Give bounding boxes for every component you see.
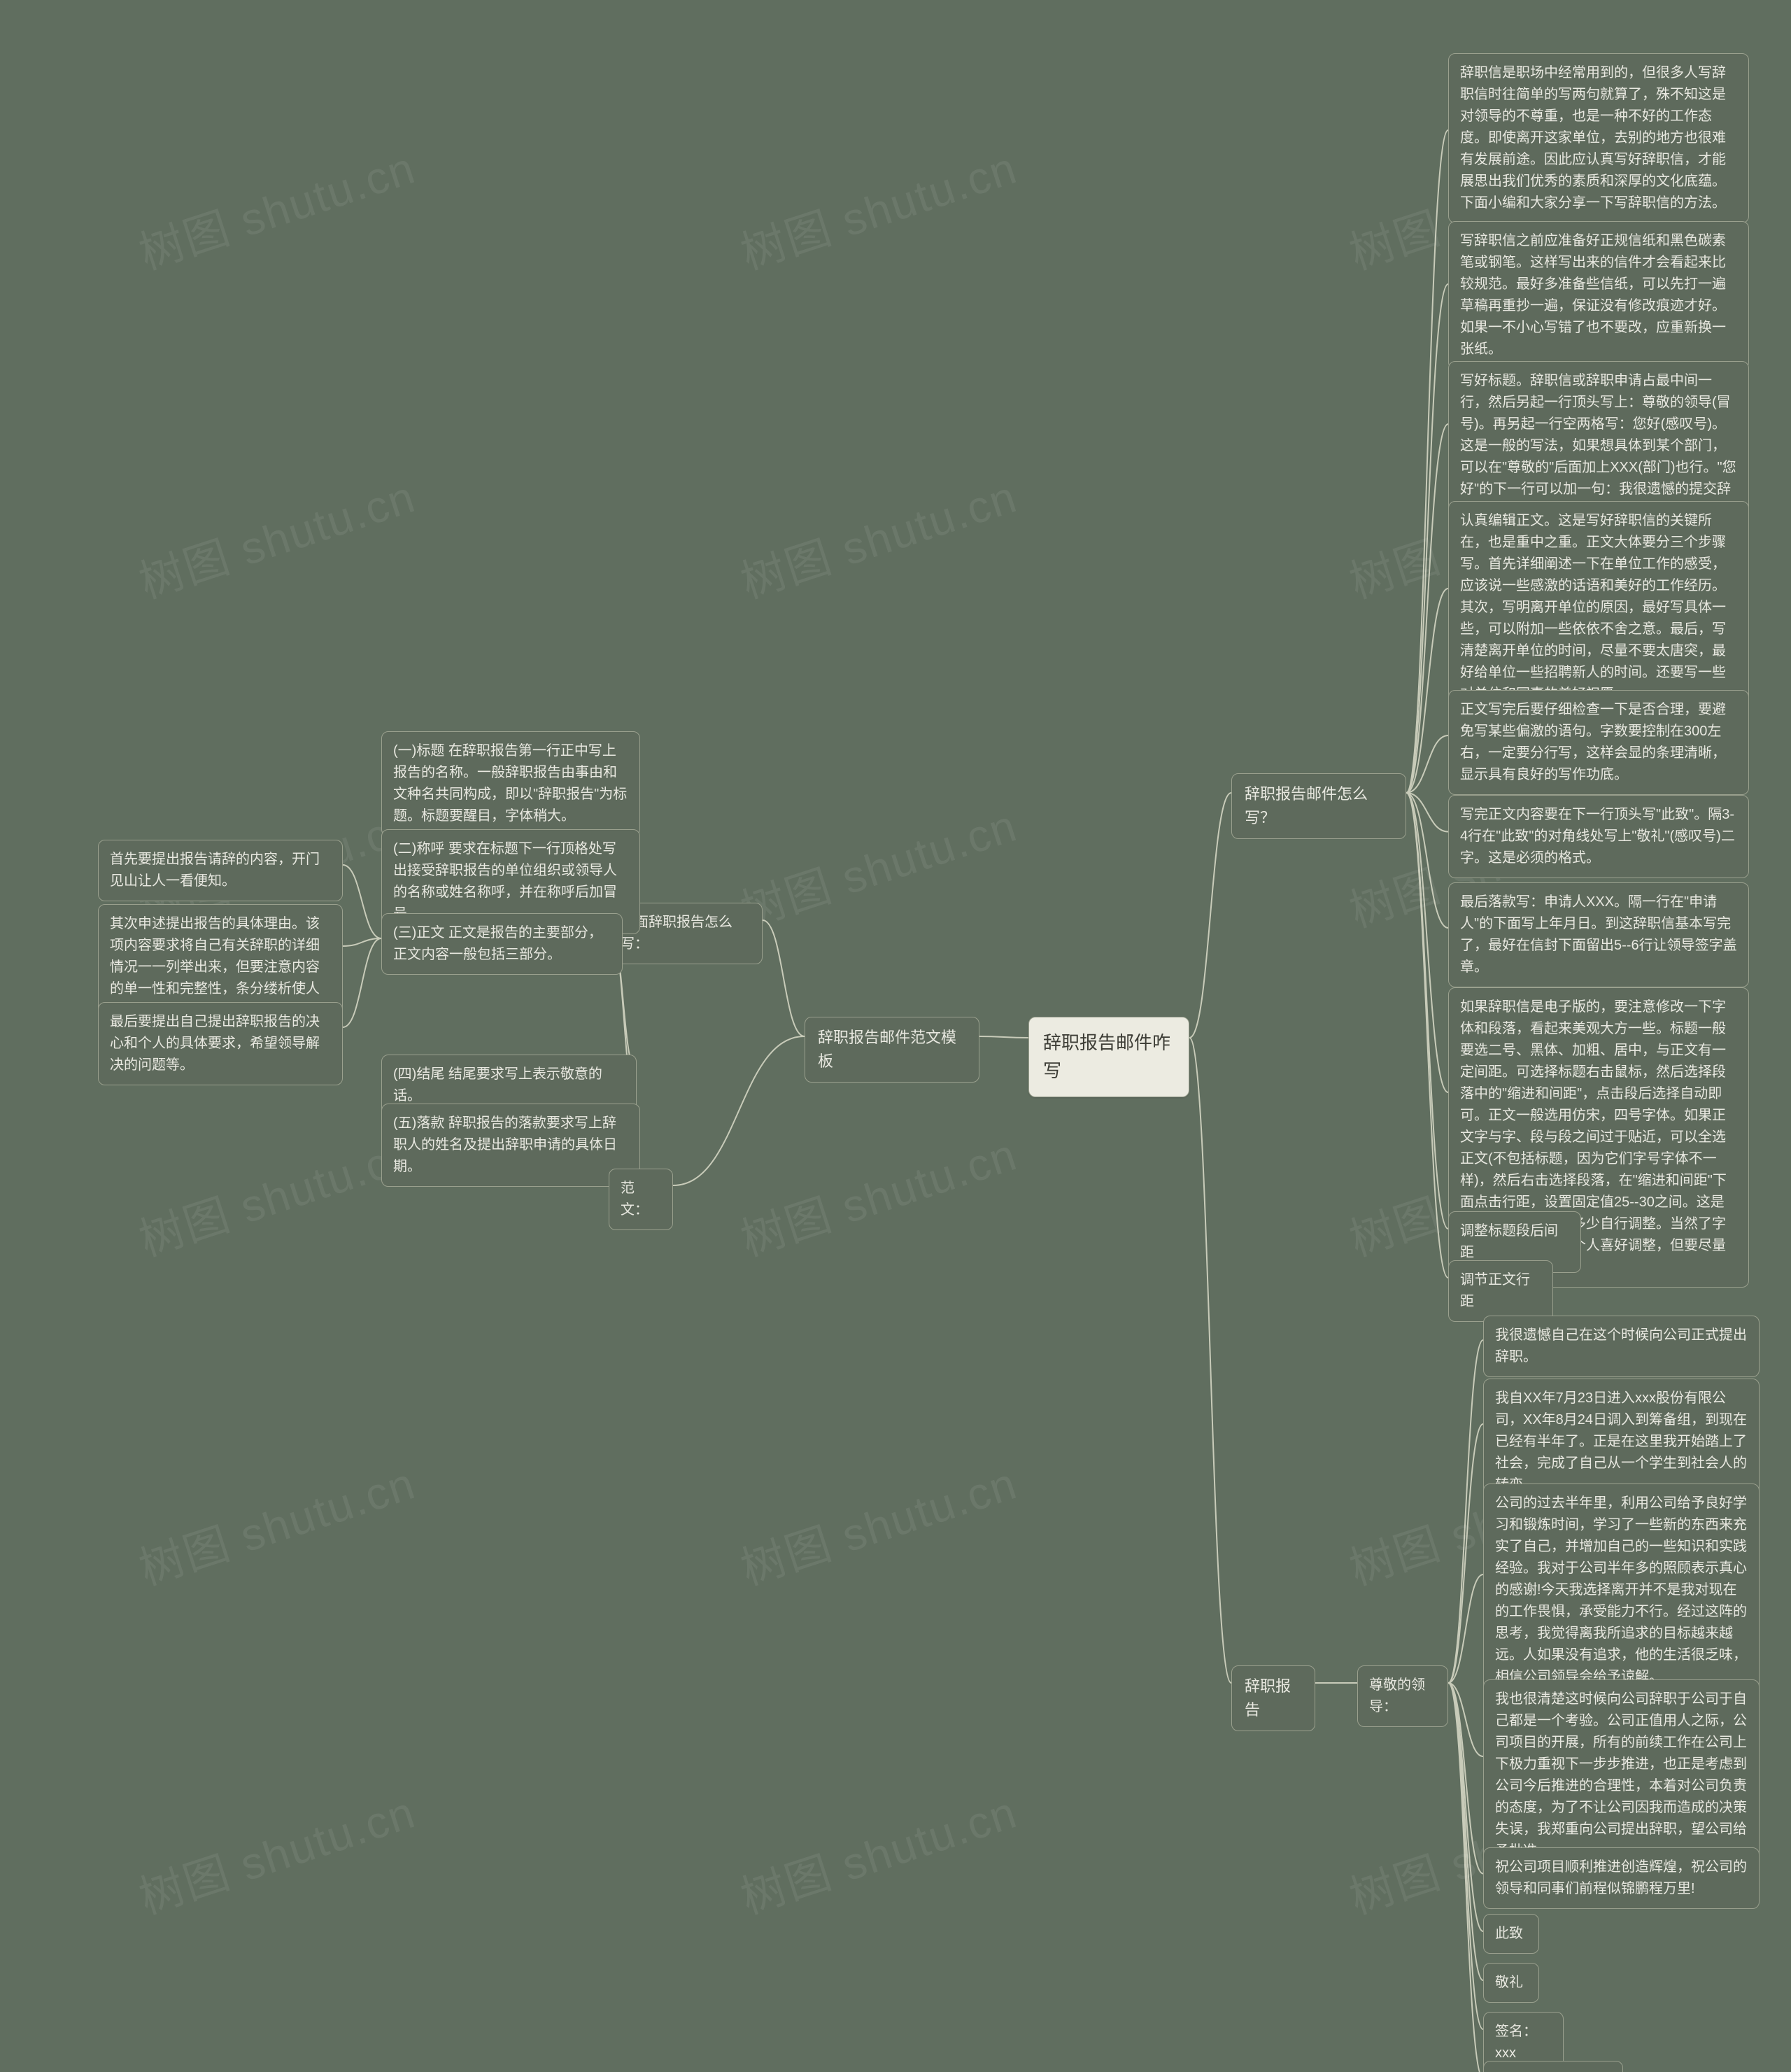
watermark: 树图 shutu.cn	[732, 1448, 1024, 1598]
mindmap-node[interactable]: 尊敬的领导：	[1357, 1665, 1448, 1727]
mindmap-node[interactable]: 辞职报告邮件怎么写？	[1231, 773, 1406, 839]
watermark: 树图 shutu.cn	[130, 1448, 423, 1598]
mindmap-canvas: 树图 shutu.cn 树图 shutu.cn 树图 shutu.cn 树图 shut…	[0, 0, 1791, 2072]
watermark: 树图 shutu.cn	[732, 132, 1024, 282]
mindmap-node[interactable]: 日期： XX年1月25日	[1483, 2061, 1623, 2072]
mindmap-node[interactable]: 首先要提出报告请辞的内容，开门见山让人一看便知。	[98, 840, 343, 901]
mindmap-node[interactable]: 写完正文内容要在下一行顶头写"此致"。隔3-4行在"此致"的对角线处写上"敬礼"…	[1448, 795, 1749, 878]
mindmap-node[interactable]: (一)标题 在辞职报告第一行正中写上报告的名称。一般辞职报告由事由和文种名共同构…	[381, 731, 640, 836]
watermark: 树图 shutu.cn	[732, 790, 1024, 940]
watermark: 树图 shutu.cn	[130, 1777, 423, 1926]
mindmap-node[interactable]: (三)正文 正文是报告的主要部分，正文内容一般包括三部分。	[381, 913, 623, 975]
mindmap-node[interactable]: 祝公司项目顺利推进创造辉煌，祝公司的领导和同事们前程似锦鹏程万里!	[1483, 1847, 1760, 1909]
mindmap-node[interactable]: 写辞职信之前应准备好正规信纸和黑色碳素笔或钢笔。这样写出来的信件才会看起来比较规…	[1448, 221, 1749, 369]
mindmap-node[interactable]: 此致	[1483, 1914, 1539, 1954]
mindmap-node[interactable]: 最后落款写：申请人XXX。隔一行在"申请人"的下面写上年月日。到这辞职信基本写完…	[1448, 882, 1749, 987]
mindmap-node[interactable]: 我也很清楚这时候向公司辞职于公司于自己都是一个考验。公司正值用人之际，公司项目的…	[1483, 1679, 1760, 1871]
mindmap-node[interactable]: 调节正文行距	[1448, 1260, 1553, 1322]
mindmap-node[interactable]: (五)落款 辞职报告的落款要求写上辞职人的姓名及提出辞职申请的具体日期。	[381, 1104, 640, 1187]
mindmap-node[interactable]: 辞职信是职场中经常用到的，但很多人写辞职信时往简单的写两句就算了，殊不知这是对领…	[1448, 53, 1749, 223]
mindmap-node[interactable]: 正文写完后要仔细检查一下是否合理，要避免写某些偏激的语句。字数要控制在300左右…	[1448, 690, 1749, 795]
watermark: 树图 shutu.cn	[130, 132, 423, 282]
watermark: 树图 shutu.cn	[130, 461, 423, 611]
mindmap-node[interactable]: 范文：	[609, 1169, 673, 1230]
watermark: 树图 shutu.cn	[130, 1119, 423, 1269]
mindmap-node[interactable]: 认真编辑正文。这是写好辞职信的关键所在，也是重中之重。正文大体要分三个步骤写。首…	[1448, 501, 1749, 714]
watermark: 树图 shutu.cn	[732, 1777, 1024, 1926]
watermark: 树图 shutu.cn	[732, 461, 1024, 611]
mindmap-node[interactable]: 公司的过去半年里，利用公司给予良好学习和锻炼时间，学习了一些新的东西来充实了自己…	[1483, 1483, 1760, 1697]
watermark: 树图 shutu.cn	[732, 1119, 1024, 1269]
mindmap-node[interactable]: 最后要提出自己提出辞职报告的决心和个人的具体要求，希望领导解决的问题等。	[98, 1002, 343, 1085]
mindmap-node[interactable]: 敬礼	[1483, 1963, 1539, 2003]
mindmap-node[interactable]: 辞职报告邮件咋写	[1028, 1017, 1189, 1097]
mindmap-node[interactable]: 辞职报告邮件范文模板	[805, 1017, 979, 1083]
mindmap-node[interactable]: 辞职报告	[1231, 1665, 1315, 1731]
mindmap-node[interactable]: 我很遗憾自己在这个时候向公司正式提出辞职。	[1483, 1316, 1760, 1377]
